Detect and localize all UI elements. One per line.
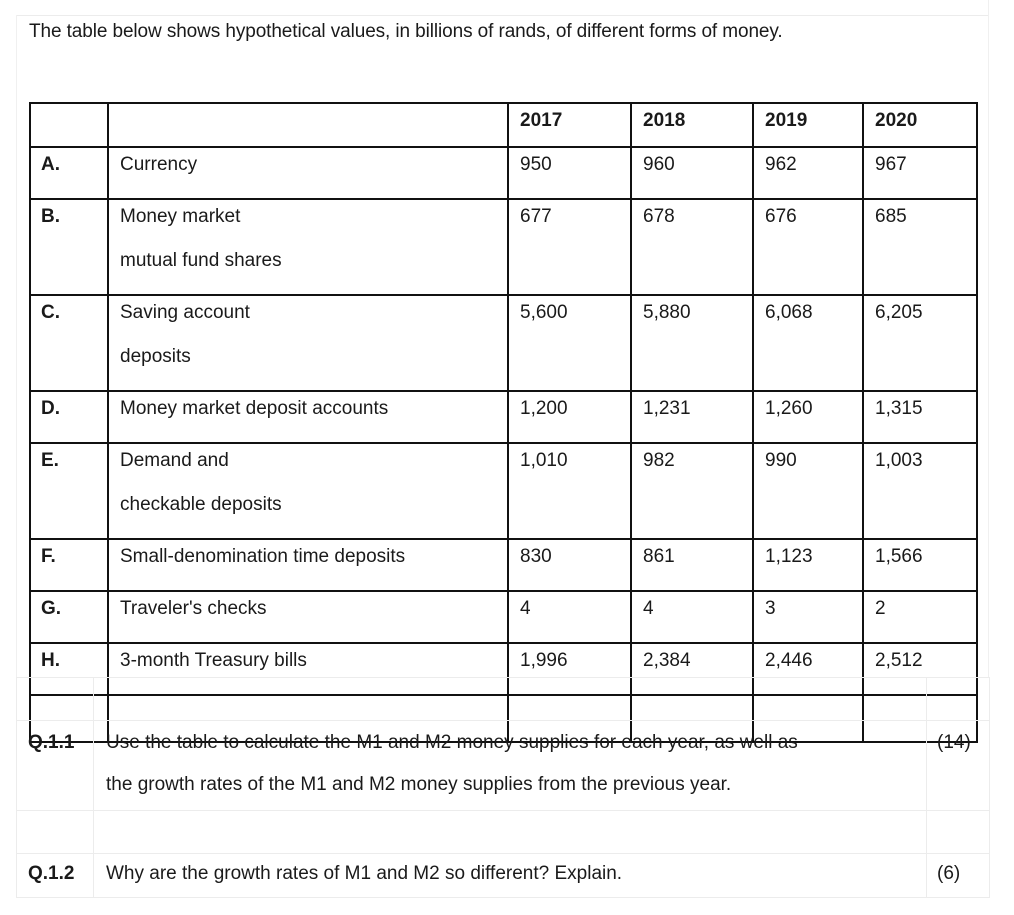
question-text: Why are the growth rates of M1 and M2 so… [93,853,927,898]
value-2019: 6,068 [752,294,864,392]
value-2018: 4 [630,590,754,644]
spacer-cell [926,810,990,854]
question-spacer-row [16,810,990,854]
value-2020: 1,003 [862,442,978,540]
value-2020: 1,315 [862,390,978,444]
table-row: A. Currency 950 960 962 967 [29,146,978,200]
intro-text: The table below shows hypothetical value… [29,21,783,42]
spacer-cell [16,677,94,721]
table-row: G. Traveler's checks 4 4 3 2 [29,590,978,644]
value-2020: 1,566 [862,538,978,592]
row-label: Traveler's checks [107,590,509,644]
table-row: C. Saving account deposits 5,600 5,880 6,… [29,294,978,392]
question-number: Q.1.1 [16,720,94,811]
page-frame-left-border [16,15,17,677]
value-2018: 960 [630,146,754,200]
value-2019: 962 [752,146,864,200]
value-2019: 1,123 [752,538,864,592]
value-2019: 676 [752,198,864,296]
money-forms-table: 2017 2018 2019 2020 A. Currency 950 960 … [29,102,978,743]
spacer-cell [93,677,927,721]
question-text: Use the table to calculate the M1 and M2… [93,720,927,811]
table-row: D. Money market deposit accounts 1,200 1… [29,390,978,444]
value-2017: 950 [507,146,632,200]
value-2020: 685 [862,198,978,296]
header-label-cell [107,102,509,148]
value-2020: 2 [862,590,978,644]
header-year-2018: 2018 [630,102,754,148]
value-2017: 677 [507,198,632,296]
question-row-1-2: Q.1.2 Why are the growth rates of M1 and… [16,853,990,898]
value-2018: 678 [630,198,754,296]
header-year-2019: 2019 [752,102,864,148]
value-2017: 5,600 [507,294,632,392]
spacer-cell [16,810,94,854]
value-2018: 861 [630,538,754,592]
row-label: Currency [107,146,509,200]
table-header-row: 2017 2018 2019 2020 [29,102,978,148]
question-row-1-1: Q.1.1 Use the table to calculate the M1 … [16,720,990,811]
row-label: Money market deposit accounts [107,390,509,444]
row-letter: G. [29,590,109,644]
value-2017: 1,200 [507,390,632,444]
value-2018: 5,880 [630,294,754,392]
row-letter: B. [29,198,109,296]
row-label: Demand and checkable deposits [107,442,509,540]
table-row: F. Small-denomination time deposits 830 … [29,538,978,592]
row-letter: D. [29,390,109,444]
header-letter-cell [29,102,109,148]
page-frame-top-border [16,15,988,16]
questions-table: Q.1.1 Use the table to calculate the M1 … [16,677,990,898]
page-frame-right-border [988,0,989,677]
value-2020: 967 [862,146,978,200]
value-2018: 982 [630,442,754,540]
spacer-cell [93,810,927,854]
value-2019: 1,260 [752,390,864,444]
table-row: B. Money market mutual fund shares 677 67… [29,198,978,296]
row-label: Money market mutual fund shares [107,198,509,296]
question-spacer-row [16,677,990,721]
row-letter: F. [29,538,109,592]
value-2019: 3 [752,590,864,644]
row-letter: C. [29,294,109,392]
value-2017: 1,010 [507,442,632,540]
row-letter: E. [29,442,109,540]
row-label: Small-denomination time deposits [107,538,509,592]
table-row: E. Demand and checkable deposits 1,010 98… [29,442,978,540]
header-year-2017: 2017 [507,102,632,148]
value-2018: 1,231 [630,390,754,444]
header-year-2020: 2020 [862,102,978,148]
row-letter: A. [29,146,109,200]
row-label: Saving account deposits [107,294,509,392]
question-number: Q.1.2 [16,853,94,898]
value-2017: 830 [507,538,632,592]
question-marks: (6) [926,853,990,898]
value-2020: 6,205 [862,294,978,392]
value-2017: 4 [507,590,632,644]
spacer-cell [926,677,990,721]
question-marks: (14) [926,720,990,811]
value-2019: 990 [752,442,864,540]
